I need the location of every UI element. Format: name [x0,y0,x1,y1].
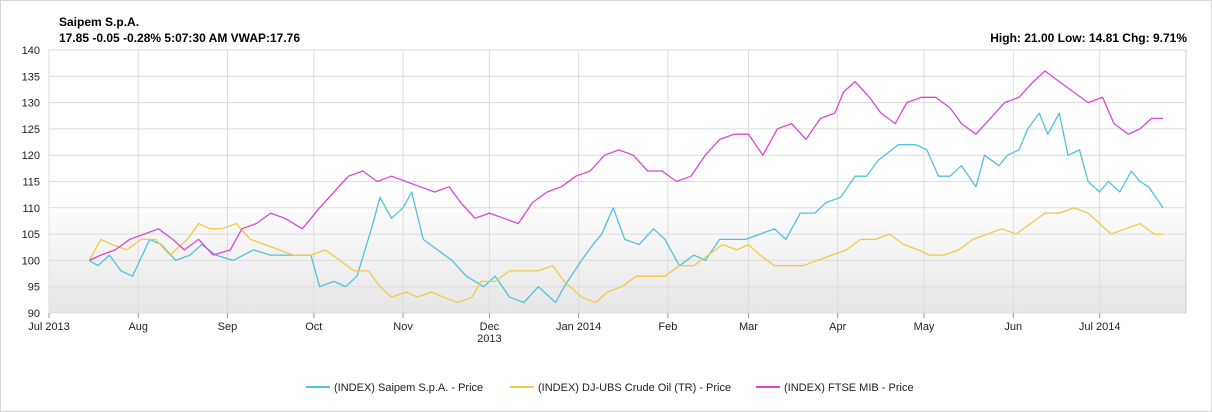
x-tick-label: Dec [480,321,500,333]
y-tick-label: 105 [22,229,40,241]
chart-title: Saipem S.p.A. [59,15,140,29]
x-tick-label: Feb [658,321,677,333]
legend-label: (INDEX) FTSE MIB - Price [784,382,914,394]
x-tick-label: Aug [128,321,148,333]
legend-label: (INDEX) DJ-UBS Crude Oil (TR) - Price [538,382,731,394]
x-tick-label: Apr [829,321,846,333]
y-tick-label: 120 [22,150,40,162]
grid-lines [48,49,1186,314]
x-tick-label: May [914,321,935,333]
y-tick-label: 90 [28,308,40,320]
legend: (INDEX) Saipem S.p.A. - Price (INDEX) DJ-… [306,382,914,394]
x-tick-label: Jul 2014 [1079,321,1121,333]
y-tick-label: 140 [22,45,40,57]
x-tick-label: Sep [218,321,238,333]
x-tick-label: Oct [305,321,322,333]
x-tick-label: Mar [739,321,758,333]
series-lines [88,70,1164,304]
y-tick-label: 95 [28,282,40,294]
x-tick-label: Jan 2014 [556,321,601,333]
y-tick-label: 125 [22,124,40,136]
y-axis: 90 95 100 105 110 115 120 125 130 135 140 [22,45,40,320]
price-quote: 17.85 -0.05 -0.28% 5:07:30 AM VWAP:17.76 [59,31,301,45]
x-tick-label: Nov [393,321,413,333]
y-tick-label: 100 [22,255,40,267]
y-tick-label: 115 [22,177,40,189]
series-line-2 [88,207,1163,304]
y-tick-label: 110 [22,203,40,215]
legend-label: (INDEX) Saipem S.p.A. - Price [334,382,483,394]
y-tick-label: 130 [22,98,40,110]
x-tick-sublabel: 2013 [477,333,501,345]
y-tick-label: 135 [22,71,40,83]
x-tick-label: Jul 2013 [28,321,70,333]
series-line-3 [89,70,1163,261]
series-line-1 [88,112,1164,304]
price-stats: High: 21.00 Low: 14.81 Chg: 9.71% [990,31,1187,45]
x-tick-label: Jun [1004,321,1022,333]
